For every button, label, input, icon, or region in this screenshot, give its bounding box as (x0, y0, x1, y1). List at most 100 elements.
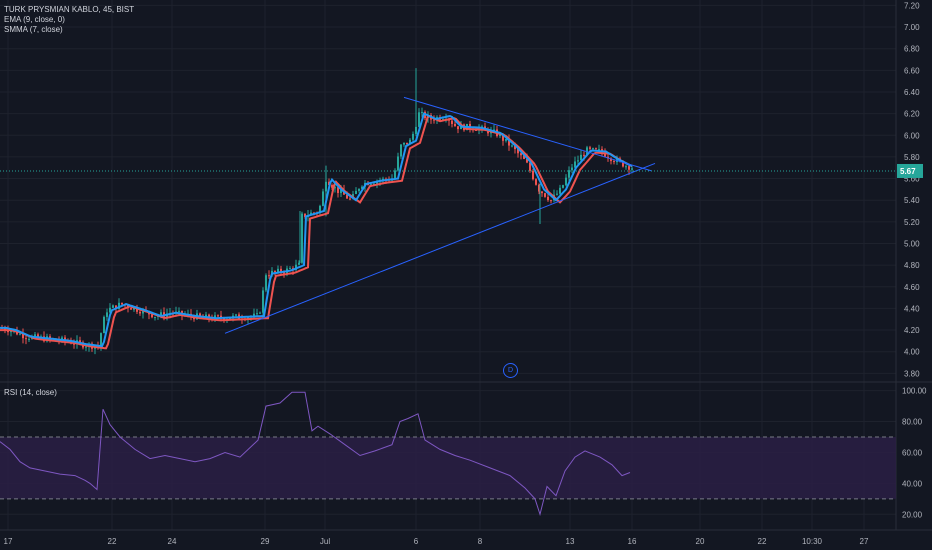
candle-body (331, 185, 333, 188)
candle-body (580, 154, 582, 161)
candle-body (106, 312, 108, 317)
candle-body (589, 147, 591, 149)
rsi-tick-label: 100.00 (902, 387, 927, 396)
candle-body (283, 272, 285, 274)
candle-body (133, 307, 135, 310)
candle-body (409, 139, 411, 145)
price-tick-label: 3.80 (904, 369, 920, 378)
time-tick-label: 13 (566, 537, 575, 546)
candle-body (457, 126, 459, 130)
candle-body (499, 134, 501, 137)
price-tick-label: 4.80 (904, 261, 920, 270)
candle-body (574, 161, 576, 168)
candle-body (592, 148, 594, 150)
candle-body (604, 152, 606, 157)
rsi-legend-label[interactable]: RSI (14, close) (4, 388, 57, 397)
candle-body (79, 340, 81, 343)
candle-body (118, 302, 120, 309)
candle-body (319, 205, 321, 213)
candle-body (253, 313, 255, 317)
dividend-marker-icon[interactable]: D (503, 363, 518, 378)
candle-body (373, 183, 375, 185)
candle-body (25, 338, 27, 340)
candle-body (142, 309, 144, 314)
candle-body (199, 313, 201, 316)
trendline (224, 162, 656, 334)
candle-body (217, 315, 219, 317)
candle-body (289, 268, 291, 270)
candle-body (511, 145, 513, 147)
time-tick-label: 24 (168, 537, 177, 546)
candle-body (412, 133, 414, 140)
candle-body (631, 168, 633, 170)
candle-body (451, 120, 453, 124)
price-tick-label: 5.40 (904, 196, 920, 205)
candle-body (7, 330, 9, 333)
candle-body (421, 111, 423, 113)
candle-body (136, 307, 138, 312)
ema-legend[interactable]: EMA (9, close, 0) (4, 15, 65, 24)
rsi-line (0, 391, 631, 517)
time-tick-label: 27 (860, 537, 869, 546)
candle-body (556, 193, 558, 195)
time-tick-label: 22 (108, 537, 117, 546)
candle-body (403, 142, 405, 145)
candle-body (259, 312, 261, 314)
candle-body (130, 308, 132, 310)
candle-body (550, 200, 552, 202)
candle-body (535, 179, 537, 185)
price-tick-label: 6.80 (904, 45, 920, 54)
price-tick-label: 5.00 (904, 239, 920, 248)
candle-body (355, 190, 357, 195)
candle-body (532, 170, 534, 180)
candle-body (265, 275, 267, 291)
candle-body (361, 186, 363, 189)
candle-body (595, 148, 597, 150)
candle-body (538, 184, 540, 192)
candle-body (562, 185, 564, 188)
candle-body (337, 187, 339, 193)
time-tick-label: 8 (478, 537, 483, 546)
candle-body (406, 142, 408, 145)
time-tick-label: 10:30 (802, 537, 823, 546)
time-tick-label: Jul (320, 537, 330, 546)
candle-body (358, 188, 360, 191)
candle-body (322, 191, 324, 206)
candle-body (256, 313, 258, 315)
candle-body (523, 155, 525, 159)
candle-body (64, 337, 66, 341)
candle-body (109, 307, 111, 313)
price-tick-label: 6.00 (904, 131, 920, 140)
candle-body (22, 333, 24, 339)
price-tick-label: 7.00 (904, 23, 920, 32)
candle-body (205, 314, 207, 318)
price-tick-label: 6.20 (904, 110, 920, 119)
candle-body (304, 213, 306, 217)
candle-body (370, 184, 372, 186)
price-legend: TURK PRYSMIAN KABLO, 45, BIST EMA (9, cl… (4, 5, 134, 35)
candle-body (151, 314, 153, 318)
price-tick-label: 4.60 (904, 283, 920, 292)
candle-body (73, 343, 75, 345)
price-tick-label: 5.20 (904, 218, 920, 227)
candle-body (625, 166, 627, 168)
candle-body (298, 262, 300, 265)
candle-body (178, 310, 180, 312)
candle-body (544, 193, 546, 197)
last-price-badge: 5.67 (900, 167, 916, 176)
candle-body (28, 338, 30, 340)
smma-line (0, 114, 633, 350)
candle-body (622, 160, 624, 167)
smma-legend[interactable]: SMMA (7, close) (4, 25, 63, 34)
candle-body (565, 177, 567, 186)
candle-body (139, 311, 141, 314)
candle-body (103, 316, 105, 334)
candle-body (583, 154, 585, 156)
candle-body (577, 160, 579, 162)
rsi-tick-label: 80.00 (902, 418, 923, 427)
candle-body (418, 112, 420, 127)
trendline (403, 96, 653, 172)
candle-body (541, 191, 543, 194)
symbol-title: TURK PRYSMIAN KABLO, 45, BIST (4, 5, 135, 14)
